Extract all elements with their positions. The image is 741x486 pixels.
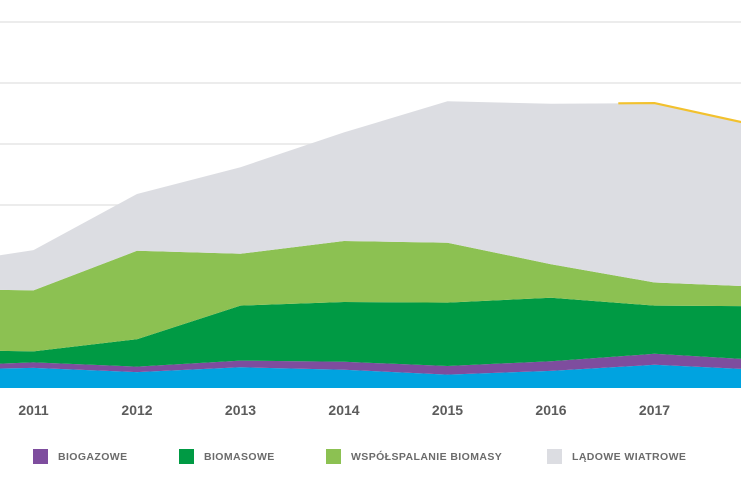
x-tick-label-2016: 2016 <box>535 402 566 418</box>
legend-swatch-biogas <box>33 449 48 464</box>
legend-label-onshore-wind: LĄDOWE WIATROWE <box>572 450 687 463</box>
x-tick-label-2014: 2014 <box>328 402 359 418</box>
legend-swatch-cofiring <box>326 449 341 464</box>
area-series <box>0 101 741 388</box>
area-cofiring <box>0 241 741 352</box>
legend-item-biomass: BIOMASOWE <box>179 449 275 464</box>
x-tick-label-2011: 2011 <box>18 402 49 418</box>
legend-label-cofiring: WSPÓŁSPALANIE BIOMASY <box>351 450 503 463</box>
x-tick-label-2017: 2017 <box>639 402 670 418</box>
legend-item-onshore-wind: LĄDOWE WIATROWE <box>547 449 686 464</box>
legend-swatch-biomass <box>179 449 194 464</box>
area-biogas <box>0 353 741 375</box>
area-biomass <box>0 297 741 367</box>
legend-swatch-onshore-wind <box>547 449 562 464</box>
legend-label-biomass: BIOMASOWE <box>204 450 275 463</box>
area-hydro <box>0 364 741 388</box>
legend-item-cofiring: WSPÓŁSPALANIE BIOMASY <box>326 449 502 464</box>
legend-item-biogas: BIOGAZOWE <box>33 449 128 464</box>
x-tick-label-2012: 2012 <box>121 402 152 418</box>
x-tick-label-2015: 2015 <box>432 402 463 418</box>
total-line <box>618 101 741 124</box>
total-line-path <box>618 101 741 124</box>
legend: BIOGAZOWE BIOMASOWE WSPÓŁSPALANIE BIOMAS… <box>0 449 741 479</box>
legend-label-biogas: BIOGAZOWE <box>58 450 128 463</box>
x-tick-label-2013: 2013 <box>225 402 256 418</box>
x-axis: 201020112012201320142015201620172018 <box>18 402 670 418</box>
area-onshore-wind <box>0 101 741 291</box>
